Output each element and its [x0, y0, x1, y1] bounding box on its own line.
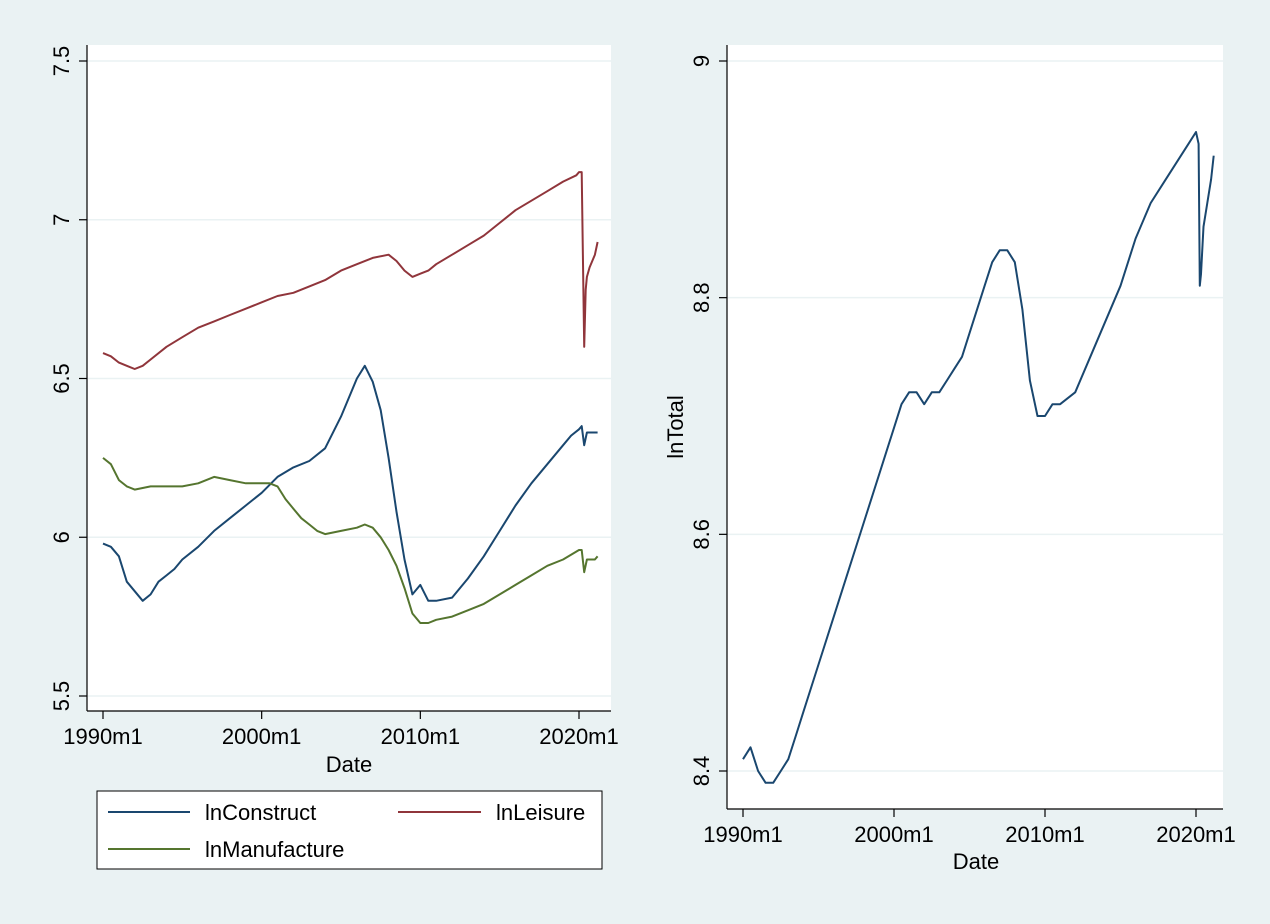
right-y-tick-label: 8.8 [689, 282, 714, 313]
left-gridlines [87, 60, 611, 697]
left-x-ticks: 1990m1 2000m1 2010m1 2020m1 [63, 711, 619, 749]
left-series-lines [102, 171, 599, 624]
left-chart: 5.5 6 6.5 7 7.5 1990m1 2000m1 2010m1 2020m1 Dat… [49, 45, 619, 870]
right-y-tick-label: 8.6 [689, 519, 714, 550]
legend: lnConstruct lnLeisure lnManufacture [96, 790, 603, 870]
left-y-tick-label: 6.5 [49, 363, 74, 394]
right-x-tick-label: 2020m1 [1156, 822, 1236, 847]
left-x-tick-label: 2000m1 [222, 724, 302, 749]
left-y-tick-label: 5.5 [49, 681, 74, 712]
right-plot-area [727, 45, 1223, 809]
right-x-tick-label: 1990m1 [703, 822, 783, 847]
legend-box [96, 790, 603, 870]
right-x-tick-label: 2000m1 [854, 822, 934, 847]
right-x-tick-label: 2010m1 [1005, 822, 1085, 847]
right-y-ticks: 8.4 8.6 8.8 9 [689, 55, 727, 786]
legend-label-lnManufacture: lnManufacture [205, 837, 344, 862]
right-y-tick-label: 8.4 [689, 756, 714, 787]
left-y-tick-label: 7.5 [49, 46, 74, 77]
left-x-tick-label: 2020m1 [539, 724, 619, 749]
left-y-tick-label: 6 [49, 531, 74, 543]
legend-label-lnConstruct: lnConstruct [205, 800, 316, 825]
right-x-axis-title: Date [953, 849, 999, 874]
right-chart: 8.4 8.6 8.8 9 1990m1 2000m1 2010m1 2020m1 Date… [663, 45, 1236, 874]
left-y-ticks: 5.5 6 6.5 7 7.5 [49, 46, 87, 712]
series-line-lnConstruct [102, 364, 598, 602]
right-x-ticks: 1990m1 2000m1 2010m1 2020m1 [703, 809, 1236, 847]
right-y-axis-title: lnTotal [663, 395, 688, 459]
right-y-tick-label: 9 [689, 55, 714, 67]
left-y-tick-label: 7 [49, 214, 74, 226]
legend-label-lnLeisure: lnLeisure [496, 800, 585, 825]
right-series-lines [742, 131, 1215, 784]
series-line-lnManufacture [102, 457, 599, 624]
series-line-lnTotal [742, 131, 1215, 784]
left-x-tick-label: 2010m1 [381, 724, 461, 749]
left-x-tick-label: 1990m1 [63, 724, 143, 749]
right-gridlines [727, 60, 1223, 772]
left-x-axis-title: Date [326, 752, 372, 777]
series-line-lnLeisure [102, 171, 599, 370]
